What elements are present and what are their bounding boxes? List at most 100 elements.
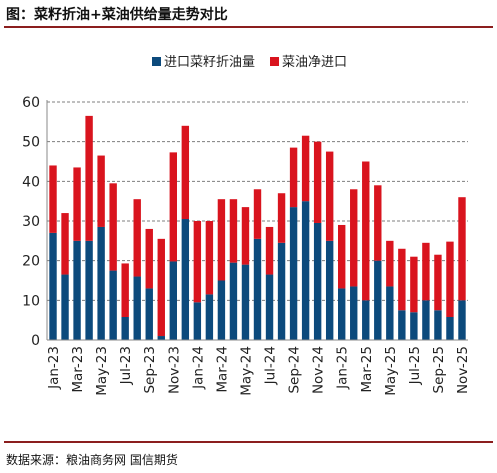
bar-imports (325, 240, 334, 340)
bar-net-imports (434, 254, 442, 311)
bar-imports (350, 286, 358, 340)
x-tick-labels: Jan-23 Mar-23 May-23 Jul-23 Sep-23 Nov-23 Jan-… (46, 346, 471, 396)
legend-label-imports: 进口菜籽折油量 (164, 55, 255, 70)
x-tick-label: Jul-25 (407, 346, 423, 385)
bar-net-imports (422, 242, 430, 301)
bar-net-imports (374, 185, 382, 261)
bar-net-imports (193, 221, 202, 303)
bar-net-imports (253, 189, 262, 239)
bar-imports (410, 312, 418, 340)
bar-imports (446, 316, 454, 340)
bar-imports (289, 207, 298, 340)
bar-imports (217, 280, 226, 340)
bar-imports (169, 261, 177, 340)
bar-net-imports (109, 183, 117, 271)
bar-imports (398, 310, 406, 340)
bar-imports (157, 336, 165, 340)
bar-imports (73, 240, 81, 340)
bar-imports (97, 226, 105, 340)
bar-net-imports (97, 155, 105, 227)
y-tick-label: 10 (22, 293, 40, 309)
bar-imports (422, 300, 430, 340)
x-tick-label: May-23 (94, 346, 110, 396)
bar-net-imports (133, 199, 141, 277)
bar-imports (85, 240, 93, 340)
x-tick-label: Jan-24 (190, 346, 206, 390)
bar-imports (386, 286, 394, 340)
bar-net-imports (301, 135, 310, 202)
bar-net-imports (145, 228, 153, 289)
bar-imports (181, 219, 190, 340)
bar-net-imports (386, 240, 394, 287)
bar-imports (121, 316, 129, 340)
y-tick-label: 30 (22, 214, 40, 230)
bar-imports (338, 288, 346, 340)
bar-imports (145, 288, 153, 340)
bar-net-imports (121, 263, 129, 317)
x-tick-label: Mar-23 (70, 346, 86, 393)
bar-net-imports (277, 193, 286, 243)
bar-net-imports (49, 165, 57, 233)
bar-imports (277, 242, 286, 340)
bar-net-imports (73, 167, 81, 241)
bar-net-imports (350, 189, 358, 287)
x-tick-label: Sep-23 (142, 346, 158, 394)
bar-imports (374, 260, 382, 340)
y-tick-labels: 0 10 20 30 40 50 60 (22, 95, 40, 349)
bar-imports (205, 294, 214, 340)
x-tick-label: Jul-24 (263, 346, 279, 385)
x-tick-label: Sep-25 (431, 346, 447, 394)
bar-imports (301, 201, 310, 340)
bar-imports (133, 276, 141, 340)
bar-imports (434, 310, 442, 340)
bar-imports (313, 222, 322, 340)
y-tick-label: 50 (22, 135, 40, 151)
bar-net-imports (410, 256, 418, 313)
bar-net-imports (229, 199, 238, 263)
legend-swatch-imports (152, 57, 161, 66)
x-tick-label: Nov-25 (455, 346, 471, 394)
y-tick-label: 40 (22, 174, 40, 190)
legend: 进口菜籽折油量 菜油净进口 (152, 55, 347, 70)
bar-net-imports (181, 125, 190, 220)
bar-imports (241, 264, 250, 340)
legend-swatch-net-imports (270, 57, 279, 66)
x-tick-label: Jul-23 (118, 346, 134, 385)
bar-imports (109, 270, 117, 340)
bar-imports (458, 300, 466, 340)
bar-imports (193, 302, 202, 340)
chart-title: 图：菜籽折油+菜油供给量走势对比 (6, 7, 228, 23)
bar-net-imports (169, 152, 177, 262)
bar-net-imports (217, 199, 226, 281)
x-tick-label: Jan-25 (335, 346, 351, 390)
y-tick-label: 20 (22, 254, 40, 270)
bar-net-imports (338, 224, 346, 289)
bar-net-imports (265, 226, 274, 275)
bar-net-imports (85, 115, 93, 241)
bar-net-imports (398, 248, 406, 311)
x-tick-label: Sep-24 (287, 346, 303, 394)
x-tick-label: Nov-24 (311, 346, 327, 394)
bar-net-imports (362, 161, 370, 301)
y-tick-label: 60 (22, 95, 40, 111)
bar-net-imports (241, 207, 250, 265)
bars (49, 115, 466, 340)
source-note: 数据来源：粮油商务网 国信期货 (6, 453, 178, 467)
top-rule (4, 26, 493, 28)
bar-imports (253, 238, 262, 340)
bar-imports (265, 274, 274, 340)
bar-net-imports (325, 151, 334, 241)
bottom-rule (4, 441, 493, 443)
axes (46, 100, 468, 341)
bar-imports (362, 300, 370, 340)
bar-net-imports (458, 197, 466, 301)
legend-label-net-imports: 菜油净进口 (282, 55, 347, 70)
bar-net-imports (313, 141, 322, 223)
y-tick-label: 0 (31, 333, 40, 349)
bar-net-imports (446, 241, 454, 317)
bar-net-imports (61, 213, 69, 275)
x-tick-label: May-24 (238, 346, 254, 396)
x-tick-label: Mar-25 (359, 346, 375, 393)
bar-net-imports (289, 147, 298, 208)
